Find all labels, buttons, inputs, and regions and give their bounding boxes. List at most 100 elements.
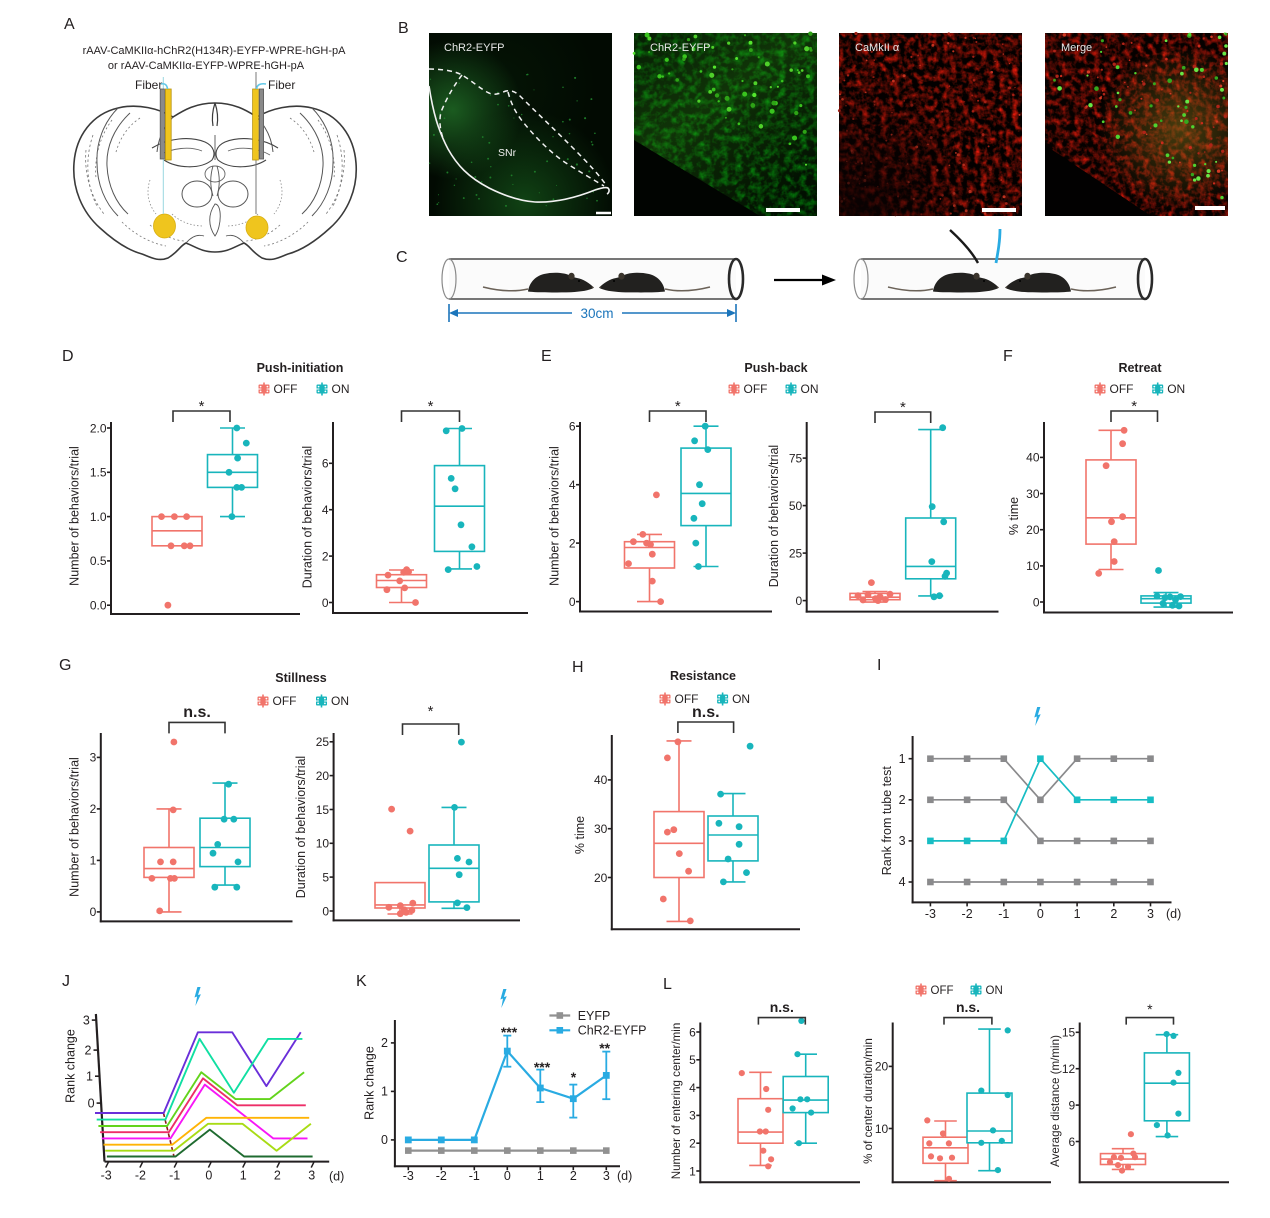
svg-text:*: * bbox=[571, 1069, 577, 1085]
svg-text:ON: ON bbox=[732, 692, 750, 706]
svg-text:Rank change: Rank change bbox=[64, 1029, 78, 1103]
svg-text:10: 10 bbox=[1026, 559, 1040, 573]
svg-text:3: 3 bbox=[1147, 907, 1154, 921]
svg-text:0: 0 bbox=[796, 594, 803, 608]
svg-text:0: 0 bbox=[90, 905, 97, 919]
svg-text:% time: % time bbox=[573, 816, 587, 854]
svg-text:30: 30 bbox=[1026, 487, 1040, 501]
svg-text:Number of behaviors/trial: Number of behaviors/trial bbox=[548, 446, 562, 586]
svg-text:0: 0 bbox=[322, 596, 329, 610]
svg-text:-2: -2 bbox=[135, 1169, 146, 1183]
svg-text:G: G bbox=[59, 657, 71, 674]
svg-text:ChR2-EYFP: ChR2-EYFP bbox=[650, 42, 711, 54]
svg-text:-3: -3 bbox=[101, 1169, 112, 1183]
svg-text:30: 30 bbox=[594, 822, 608, 836]
svg-text:1: 1 bbox=[1074, 907, 1081, 921]
svg-text:H: H bbox=[572, 659, 584, 676]
svg-text:-1: -1 bbox=[998, 907, 1009, 921]
svg-text:25: 25 bbox=[316, 735, 330, 749]
svg-text:1.5: 1.5 bbox=[90, 466, 107, 480]
svg-text:1: 1 bbox=[90, 854, 97, 868]
svg-text:40: 40 bbox=[1026, 451, 1040, 465]
svg-text:20: 20 bbox=[594, 871, 608, 885]
svg-text:6: 6 bbox=[1069, 1135, 1076, 1149]
svg-text:C: C bbox=[396, 249, 408, 266]
svg-text:1: 1 bbox=[381, 1085, 388, 1099]
svg-text:0: 0 bbox=[504, 1169, 511, 1183]
svg-text:4: 4 bbox=[322, 503, 329, 517]
svg-text:EYFP: EYFP bbox=[578, 1009, 611, 1023]
svg-text:*: * bbox=[428, 703, 434, 720]
svg-text:40: 40 bbox=[594, 773, 608, 787]
svg-text:50: 50 bbox=[789, 499, 803, 513]
svg-text:6: 6 bbox=[569, 420, 576, 434]
svg-text:6: 6 bbox=[689, 1025, 696, 1039]
svg-text:10: 10 bbox=[316, 837, 330, 851]
svg-text:Stillness: Stillness bbox=[275, 671, 326, 685]
svg-text:0: 0 bbox=[1037, 907, 1044, 921]
svg-text:OFF: OFF bbox=[931, 985, 954, 997]
svg-text:n.s.: n.s. bbox=[692, 704, 720, 721]
svg-text:Duration of behaviors/trial: Duration of behaviors/trial bbox=[294, 756, 308, 898]
svg-text:-3: -3 bbox=[925, 907, 936, 921]
svg-text:*: * bbox=[1147, 1001, 1153, 1017]
svg-text:Number of behaviors/trial: Number of behaviors/trial bbox=[68, 446, 82, 586]
svg-text:2: 2 bbox=[90, 802, 97, 816]
svg-text:OFF: OFF bbox=[274, 382, 298, 396]
svg-text:75: 75 bbox=[789, 451, 803, 465]
svg-text:K: K bbox=[356, 973, 367, 990]
svg-text:0: 0 bbox=[88, 1096, 95, 1110]
svg-text:ON: ON bbox=[331, 694, 349, 708]
svg-text:1.0: 1.0 bbox=[90, 510, 107, 524]
svg-text:Rank from tube test: Rank from tube test bbox=[880, 766, 894, 876]
svg-text:20: 20 bbox=[316, 769, 330, 783]
svg-text:n.s.: n.s. bbox=[183, 704, 211, 721]
svg-text:4: 4 bbox=[899, 875, 906, 889]
svg-text:20: 20 bbox=[1026, 523, 1040, 537]
svg-text:A: A bbox=[64, 16, 75, 33]
svg-text:2: 2 bbox=[569, 536, 576, 550]
svg-text:OFF: OFF bbox=[675, 692, 699, 706]
svg-text:(d): (d) bbox=[617, 1169, 632, 1183]
svg-text:n.s.: n.s. bbox=[956, 999, 980, 1015]
svg-text:Retreat: Retreat bbox=[1118, 361, 1162, 375]
svg-text:2: 2 bbox=[899, 793, 906, 807]
svg-text:5: 5 bbox=[322, 870, 329, 884]
svg-text:ChR2-EYFP: ChR2-EYFP bbox=[578, 1024, 647, 1038]
svg-text:SNr: SNr bbox=[498, 147, 517, 159]
svg-text:-1: -1 bbox=[469, 1169, 480, 1183]
svg-text:*: * bbox=[428, 398, 434, 415]
svg-text:Push-back: Push-back bbox=[744, 361, 807, 375]
svg-text:6: 6 bbox=[322, 457, 329, 471]
svg-text:-1: -1 bbox=[169, 1169, 180, 1183]
svg-text:L: L bbox=[663, 976, 672, 993]
svg-text:2: 2 bbox=[85, 1043, 92, 1057]
svg-text:Fiber: Fiber bbox=[135, 78, 162, 92]
svg-text:*: * bbox=[1131, 398, 1137, 415]
svg-text:B: B bbox=[398, 20, 409, 37]
svg-text:30cm: 30cm bbox=[580, 306, 613, 321]
svg-text:0: 0 bbox=[322, 904, 329, 918]
svg-text:2: 2 bbox=[689, 1137, 696, 1151]
svg-text:OFF: OFF bbox=[273, 694, 297, 708]
svg-text:1: 1 bbox=[86, 1069, 93, 1083]
svg-text:3: 3 bbox=[603, 1169, 610, 1183]
svg-text:F: F bbox=[1003, 348, 1013, 365]
svg-text:Duration of behaviors/trial: Duration of behaviors/trial bbox=[301, 446, 315, 588]
svg-text:% time: % time bbox=[1007, 497, 1021, 535]
svg-text:*: * bbox=[675, 398, 681, 415]
svg-text:Push-initiation: Push-initiation bbox=[257, 361, 344, 375]
svg-text:% of center duration/min: % of center duration/min bbox=[862, 1038, 875, 1164]
svg-text:4: 4 bbox=[569, 478, 576, 492]
svg-text:3: 3 bbox=[689, 1109, 696, 1123]
svg-text:2: 2 bbox=[381, 1036, 388, 1050]
svg-text:*: * bbox=[900, 399, 906, 416]
svg-text:Number of entering center/min: Number of entering center/min bbox=[670, 1023, 683, 1180]
svg-text:D: D bbox=[62, 348, 74, 365]
svg-text:-3: -3 bbox=[403, 1169, 414, 1183]
svg-text:25: 25 bbox=[789, 546, 803, 560]
svg-text:0: 0 bbox=[205, 1169, 212, 1183]
svg-text:ChR2-EYFP: ChR2-EYFP bbox=[444, 42, 505, 54]
svg-text:**: ** bbox=[599, 1040, 610, 1056]
svg-text:OFF: OFF bbox=[744, 382, 768, 396]
